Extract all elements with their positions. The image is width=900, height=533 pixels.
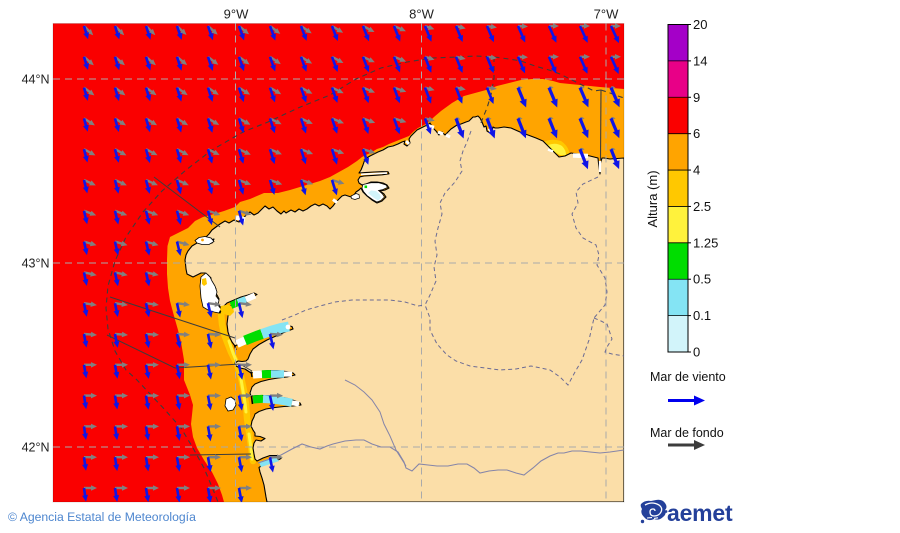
- svg-text:43°N: 43°N: [22, 257, 50, 271]
- svg-text:44°N: 44°N: [22, 73, 50, 87]
- svg-text:1.25: 1.25: [693, 235, 718, 250]
- svg-text:8°W: 8°W: [409, 7, 434, 22]
- svg-text:6: 6: [693, 126, 700, 141]
- svg-text:0.1: 0.1: [693, 308, 711, 323]
- svg-text:9: 9: [693, 90, 700, 105]
- svg-text:Mar de viento: Mar de viento: [650, 370, 726, 384]
- svg-text:0: 0: [693, 345, 700, 360]
- svg-text:7°W: 7°W: [594, 7, 619, 22]
- svg-text:2.5: 2.5: [693, 199, 711, 214]
- svg-text:4: 4: [693, 163, 700, 178]
- svg-text:© Agencia Estatal de Meteorolo: © Agencia Estatal de Meteorología: [8, 510, 196, 524]
- svg-text:0.5: 0.5: [693, 272, 711, 287]
- svg-text:Mar de fondo: Mar de fondo: [650, 426, 724, 440]
- svg-text:aemet: aemet: [667, 500, 733, 526]
- svg-text:Altura (m): Altura (m): [645, 170, 660, 227]
- svg-text:14: 14: [693, 53, 707, 68]
- svg-text:9°W: 9°W: [224, 7, 249, 22]
- svg-text:20: 20: [693, 17, 707, 32]
- svg-text:42°N: 42°N: [22, 441, 50, 455]
